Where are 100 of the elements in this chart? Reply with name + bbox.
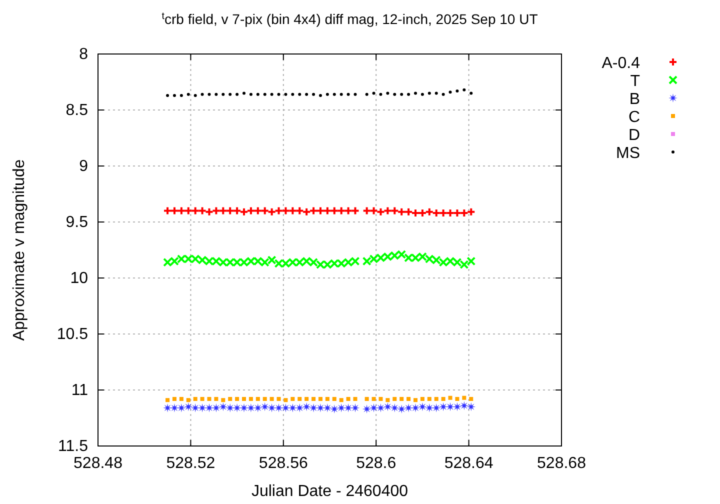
point <box>190 403 200 412</box>
point <box>204 207 214 216</box>
point <box>350 206 360 216</box>
point <box>176 206 186 216</box>
point <box>462 396 466 400</box>
point <box>253 403 262 412</box>
point <box>383 402 392 412</box>
point <box>166 398 170 402</box>
chart-title: $^{t}$crb field, v 7-pix (bin 4x4) diff mag, 12-inch, 2025 Sep 10 UT <box>162 10 538 27</box>
point <box>330 206 339 216</box>
point <box>372 92 376 95</box>
point <box>386 398 390 402</box>
point <box>448 396 452 400</box>
point <box>362 206 372 216</box>
point <box>291 92 294 96</box>
point <box>365 92 368 96</box>
x-tick-label: 528.52 <box>166 455 216 472</box>
point <box>208 92 211 96</box>
point <box>305 92 308 96</box>
point <box>304 396 309 401</box>
point <box>346 92 350 96</box>
point <box>235 396 240 401</box>
point <box>281 206 290 216</box>
point <box>198 206 207 216</box>
point <box>446 402 455 412</box>
legend-label: C <box>628 109 640 126</box>
point <box>180 94 183 97</box>
point <box>302 402 312 412</box>
point <box>262 396 267 401</box>
point <box>340 92 343 96</box>
x-tick-label: 528.64 <box>444 455 494 472</box>
point <box>455 396 460 401</box>
point <box>312 396 316 401</box>
point <box>166 94 170 97</box>
point <box>400 92 404 96</box>
point <box>462 88 466 92</box>
point <box>418 402 427 412</box>
y-tick-label: 11 <box>71 382 88 399</box>
point <box>248 396 253 401</box>
point <box>200 92 204 96</box>
point <box>240 403 249 412</box>
point <box>332 92 336 96</box>
point <box>318 94 322 97</box>
y-tick-label: 8 <box>79 46 88 63</box>
point <box>222 92 225 96</box>
point <box>379 92 382 96</box>
point <box>302 207 312 216</box>
point <box>346 396 350 401</box>
legend-label: MS <box>616 145 640 162</box>
point <box>218 206 228 216</box>
point <box>326 92 329 96</box>
point <box>212 403 221 412</box>
x-tick-label: 528.48 <box>74 455 123 472</box>
point <box>322 403 332 412</box>
point <box>277 92 280 96</box>
point <box>427 396 432 401</box>
point <box>249 92 252 96</box>
point <box>288 403 298 412</box>
y-tick-label: 11.5 <box>58 438 88 455</box>
point <box>325 396 330 401</box>
point <box>470 92 473 95</box>
point <box>172 396 176 401</box>
point <box>448 90 452 94</box>
point <box>424 403 434 412</box>
point <box>414 92 417 95</box>
point <box>228 396 232 401</box>
point <box>420 396 424 401</box>
point <box>236 92 239 96</box>
point <box>298 92 302 96</box>
point <box>232 206 242 216</box>
point <box>344 403 353 412</box>
point <box>376 207 386 216</box>
point <box>397 404 406 414</box>
point <box>267 207 276 216</box>
point <box>212 206 221 216</box>
point <box>284 398 288 402</box>
y-tick-label: 8.5 <box>66 102 88 119</box>
point <box>176 403 186 412</box>
point <box>438 402 448 412</box>
point <box>276 396 281 401</box>
point <box>424 207 434 216</box>
point <box>466 402 476 412</box>
x-axis-title: Julian Date - 2460400 <box>251 483 408 500</box>
point <box>312 92 316 96</box>
point <box>242 396 246 401</box>
point <box>413 398 418 402</box>
point <box>392 396 397 401</box>
point <box>390 206 400 216</box>
point <box>410 403 420 412</box>
y-tick-label: 9.5 <box>66 214 88 231</box>
point <box>186 398 190 402</box>
point <box>214 396 218 401</box>
legend-label: D <box>628 127 640 144</box>
point <box>186 92 190 96</box>
point <box>469 396 474 401</box>
point <box>441 396 446 401</box>
point <box>400 396 404 401</box>
point <box>184 402 193 412</box>
point <box>204 403 214 412</box>
point <box>198 403 207 412</box>
